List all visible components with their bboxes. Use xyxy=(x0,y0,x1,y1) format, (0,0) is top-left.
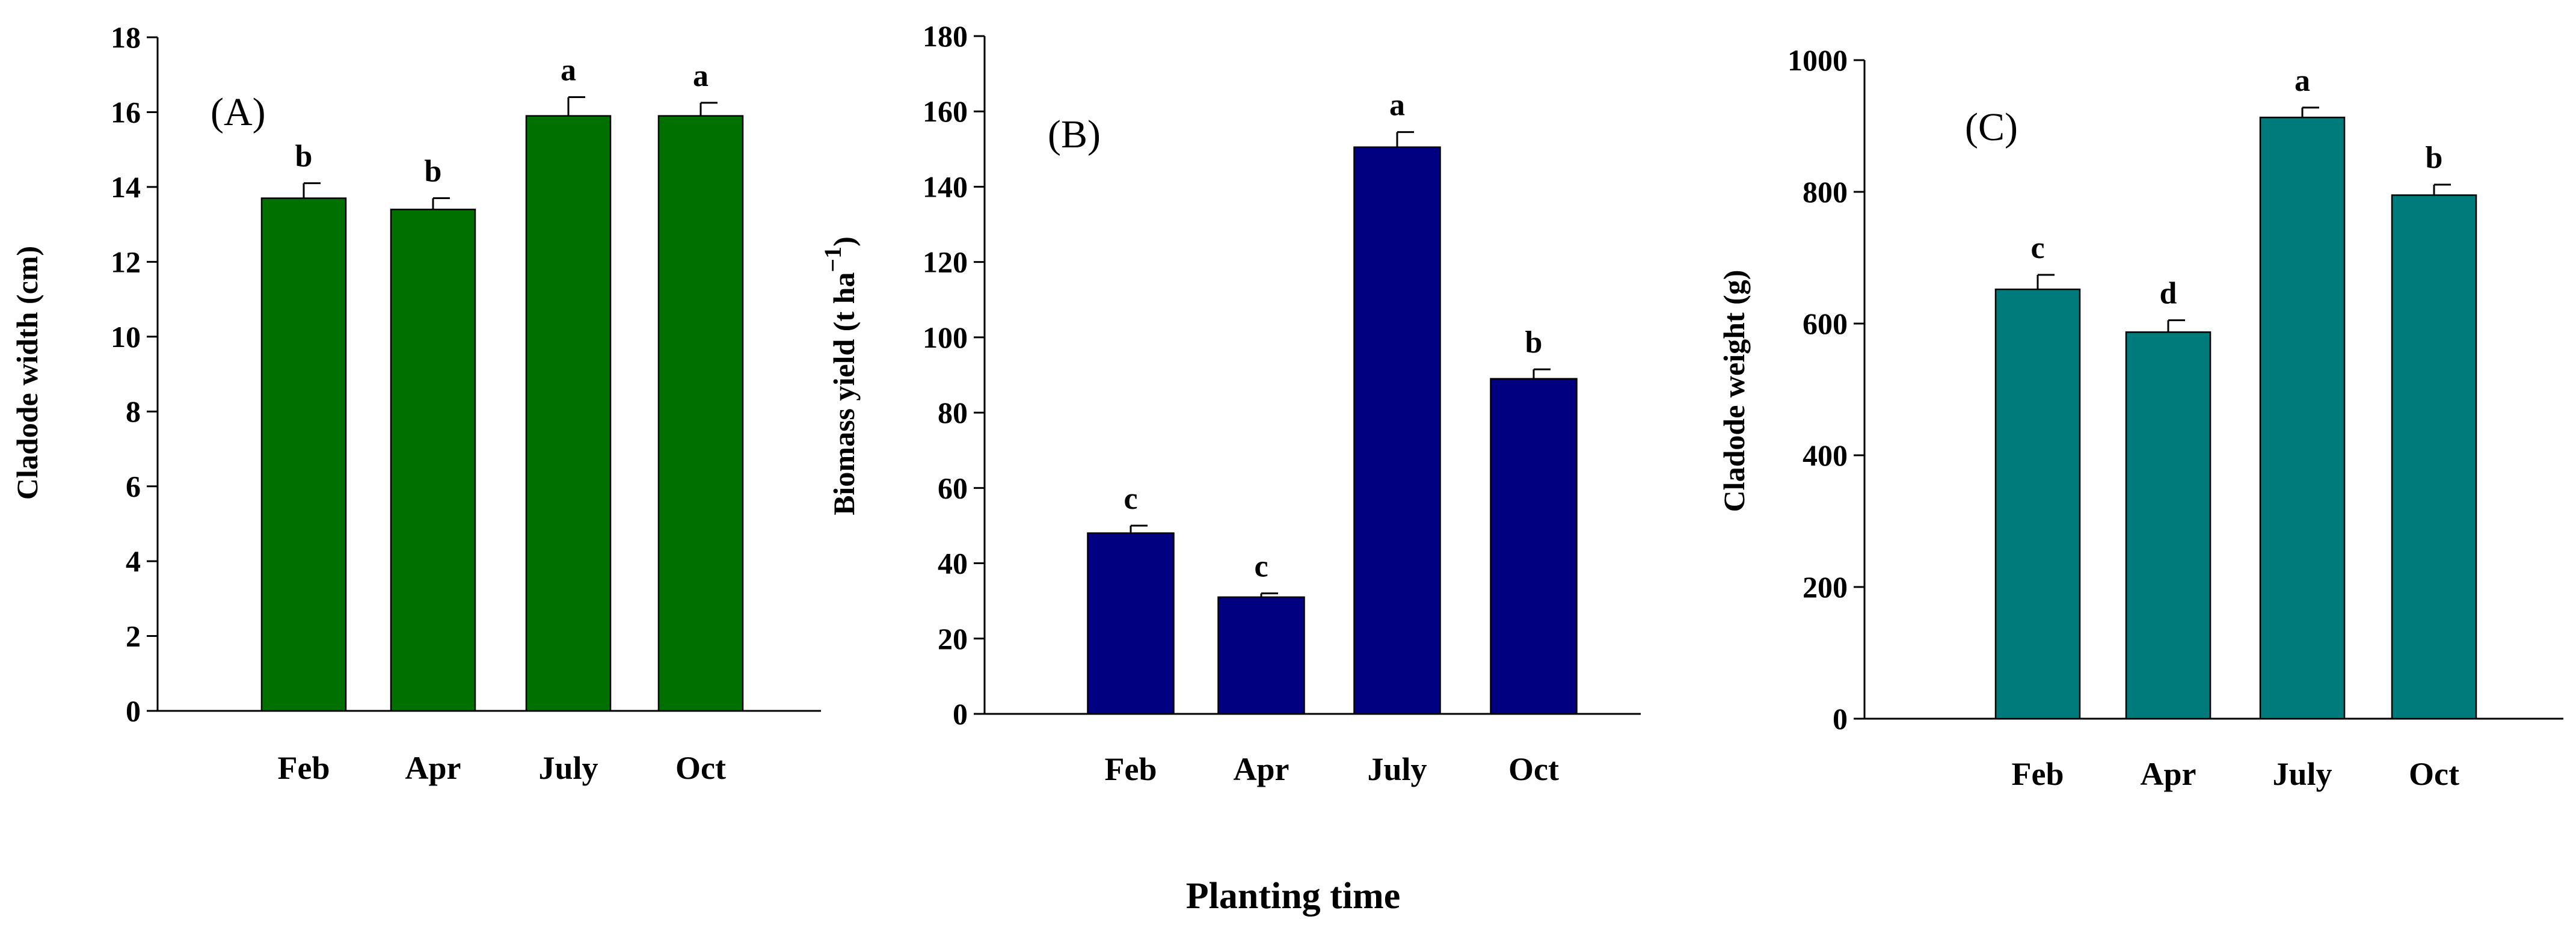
x-tick-label: Feb xyxy=(1105,751,1157,787)
panel-b: 0 20 40 60 80 100 120 140 160 180 c Feb c Apr a July b Oc… xyxy=(819,19,1641,787)
significance-letter: a xyxy=(561,54,576,88)
significance-letter: b xyxy=(425,155,442,189)
significance-letter: d xyxy=(2160,277,2177,311)
y-tick-label: 40 xyxy=(938,547,968,580)
y-tick-label: 400 xyxy=(1803,438,1848,472)
y-axis-label: Cladode weight (g) xyxy=(1717,270,1751,512)
bar xyxy=(657,115,744,712)
significance-letter: c xyxy=(2030,231,2044,265)
bar xyxy=(1087,532,1175,715)
bar xyxy=(2391,194,2477,720)
x-tick-label: Apr xyxy=(1234,751,1290,787)
y-tick-label: 2 xyxy=(126,619,141,653)
common-x-axis-label: Planting time xyxy=(1186,876,1400,917)
y-tick-label: 180 xyxy=(923,19,968,53)
significance-letter: a xyxy=(693,59,709,93)
y-tick-label: 12 xyxy=(111,245,141,278)
bar xyxy=(1994,288,2081,720)
y-tick-label: 1000 xyxy=(1788,43,1848,77)
y-tick-label: 800 xyxy=(1803,175,1848,209)
bar xyxy=(260,197,347,712)
bar xyxy=(1353,146,1441,715)
y-tick-label: 16 xyxy=(111,95,141,129)
panel-label: (C) xyxy=(1965,105,2018,149)
y-tick-label: 600 xyxy=(1803,307,1848,340)
panel-label: (A) xyxy=(211,90,266,134)
significance-letter: b xyxy=(1525,325,1543,360)
y-tick-label: 0 xyxy=(126,694,141,728)
y-axis-label: Biomass yield (t ha−1) xyxy=(819,236,861,515)
y-tick-label: 0 xyxy=(1833,702,1848,736)
y-tick-label: 140 xyxy=(923,170,968,203)
x-tick-label: Apr xyxy=(2141,756,2196,792)
significance-letter: a xyxy=(2295,64,2310,98)
x-tick-label: Feb xyxy=(278,750,330,786)
significance-letter: c xyxy=(1254,550,1268,584)
significance-letter: a xyxy=(1389,88,1405,123)
x-tick-label: Oct xyxy=(2409,756,2459,792)
bar xyxy=(2125,331,2212,720)
y-tick-label: 8 xyxy=(126,395,141,428)
bar xyxy=(525,115,612,712)
bar xyxy=(2259,117,2346,720)
panel-a: 0 2 4 6 8 10 12 14 16 18 b Feb b Apr a July a Oct Cladode … xyxy=(10,20,821,786)
y-tick-label: 120 xyxy=(923,245,968,279)
significance-letter: b xyxy=(295,140,313,174)
y-tick-label: 200 xyxy=(1803,570,1848,604)
x-tick-label: Feb xyxy=(2012,756,2064,792)
y-tick-label: 4 xyxy=(126,544,141,578)
y-tick-label: 14 xyxy=(111,170,141,204)
panel-c: 0 200 400 600 800 1000 c Feb d Apr a July b Oct Cladod… xyxy=(1717,43,2563,792)
y-tick-label: 10 xyxy=(111,320,141,354)
y-tick-label: 80 xyxy=(938,396,968,429)
y-tick-label: 60 xyxy=(938,471,968,505)
x-tick-label: Apr xyxy=(405,750,461,786)
y-tick-label: 100 xyxy=(923,321,968,354)
significance-letter: c xyxy=(1124,482,1137,516)
bar xyxy=(390,208,476,712)
x-tick-label: July xyxy=(538,750,598,786)
panel-label: (B) xyxy=(1048,112,1101,156)
bar xyxy=(1490,378,1578,715)
x-tick-label: July xyxy=(1367,751,1427,787)
y-tick-label: 6 xyxy=(126,470,141,503)
bar xyxy=(1217,596,1305,715)
y-axis-label: Cladode width (cm) xyxy=(10,246,44,500)
y-tick-label: 160 xyxy=(923,94,968,128)
y-tick-label: 0 xyxy=(953,697,968,731)
y-tick-label: 20 xyxy=(938,622,968,656)
x-tick-label: July xyxy=(2272,756,2332,792)
y-tick-label: 18 xyxy=(111,20,141,54)
significance-letter: b xyxy=(2426,141,2443,175)
x-tick-label: Oct xyxy=(1508,751,1559,787)
x-tick-label: Oct xyxy=(675,750,726,786)
